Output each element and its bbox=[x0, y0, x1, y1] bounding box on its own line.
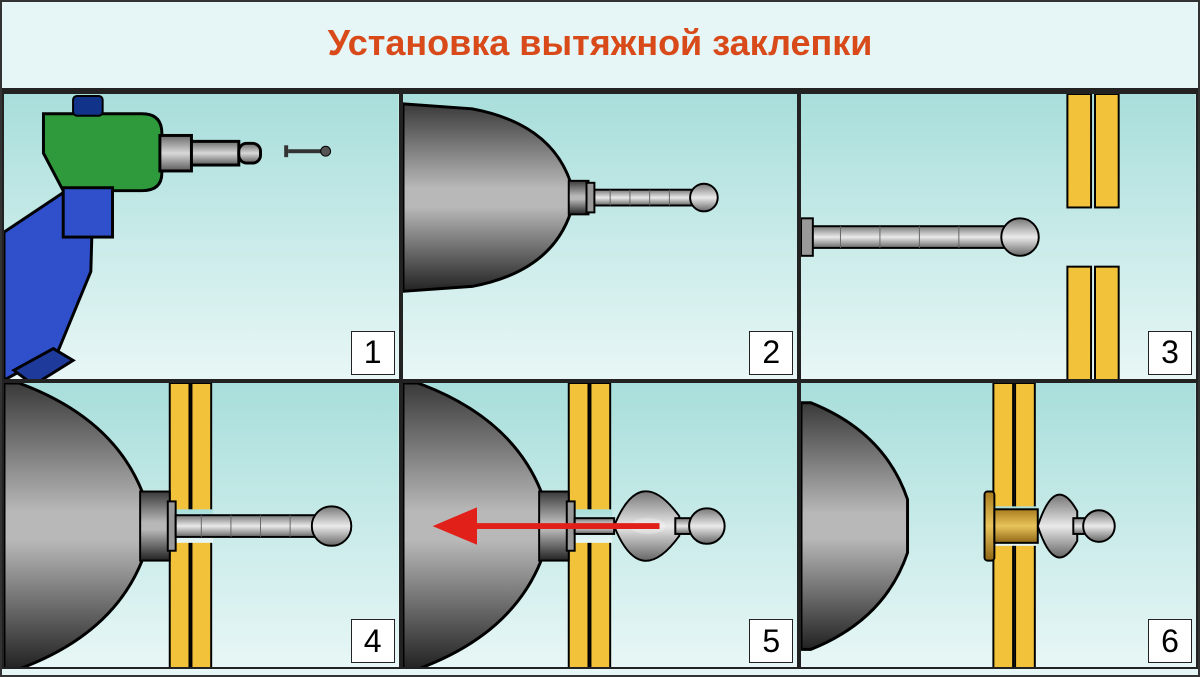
panel-number-2: 2 bbox=[749, 331, 793, 375]
panel-4: 4 bbox=[2, 381, 401, 670]
panel-1: 1 bbox=[2, 92, 401, 381]
panel-grid: 1 bbox=[2, 88, 1198, 669]
panel-number-4: 4 bbox=[351, 619, 395, 663]
diagram-title: Установка вытяжной заклепки bbox=[2, 2, 1198, 88]
panel-number-6: 6 bbox=[1148, 619, 1192, 663]
panel-6: 6 bbox=[799, 381, 1198, 670]
panel-number-1: 1 bbox=[351, 331, 395, 375]
panel-2: 2 bbox=[401, 92, 800, 381]
panel-number-5: 5 bbox=[749, 619, 793, 663]
panel-number-3: 3 bbox=[1148, 331, 1192, 375]
panel-3: 3 bbox=[799, 92, 1198, 381]
panel-5: 5 bbox=[401, 381, 800, 670]
